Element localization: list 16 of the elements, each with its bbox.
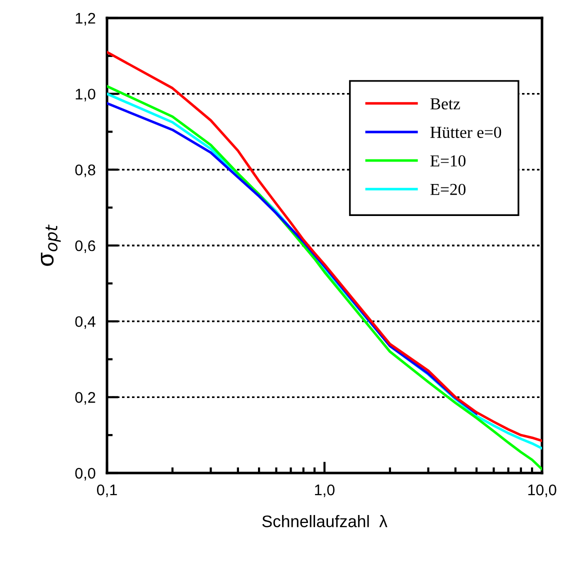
y-tick-label: 0,6 — [75, 240, 96, 253]
x-tick-label: 10,0 — [528, 484, 556, 498]
legend-label: E=10 — [430, 155, 466, 167]
legend-label: Hütter e=0 — [430, 126, 502, 138]
y-tick-label: 0,4 — [75, 316, 96, 329]
y-tick-label: 0,2 — [75, 392, 96, 405]
legend-label: Betz — [430, 98, 460, 110]
y-tick-label: 0,8 — [75, 164, 96, 178]
x-tick-label: 1,0 — [315, 484, 335, 498]
x-tick-label: 0,1 — [96, 484, 117, 498]
x-axis-title: Schnellaufzahl λ — [262, 515, 388, 528]
legend-label: E=20 — [430, 184, 466, 196]
y-tick-label: 1,0 — [76, 88, 96, 102]
y-tick-label: 1,2 — [76, 12, 96, 26]
y-tick-label: 0,0 — [75, 468, 96, 480]
y-axis-title: σ$_{opt}$ — [40, 224, 61, 266]
